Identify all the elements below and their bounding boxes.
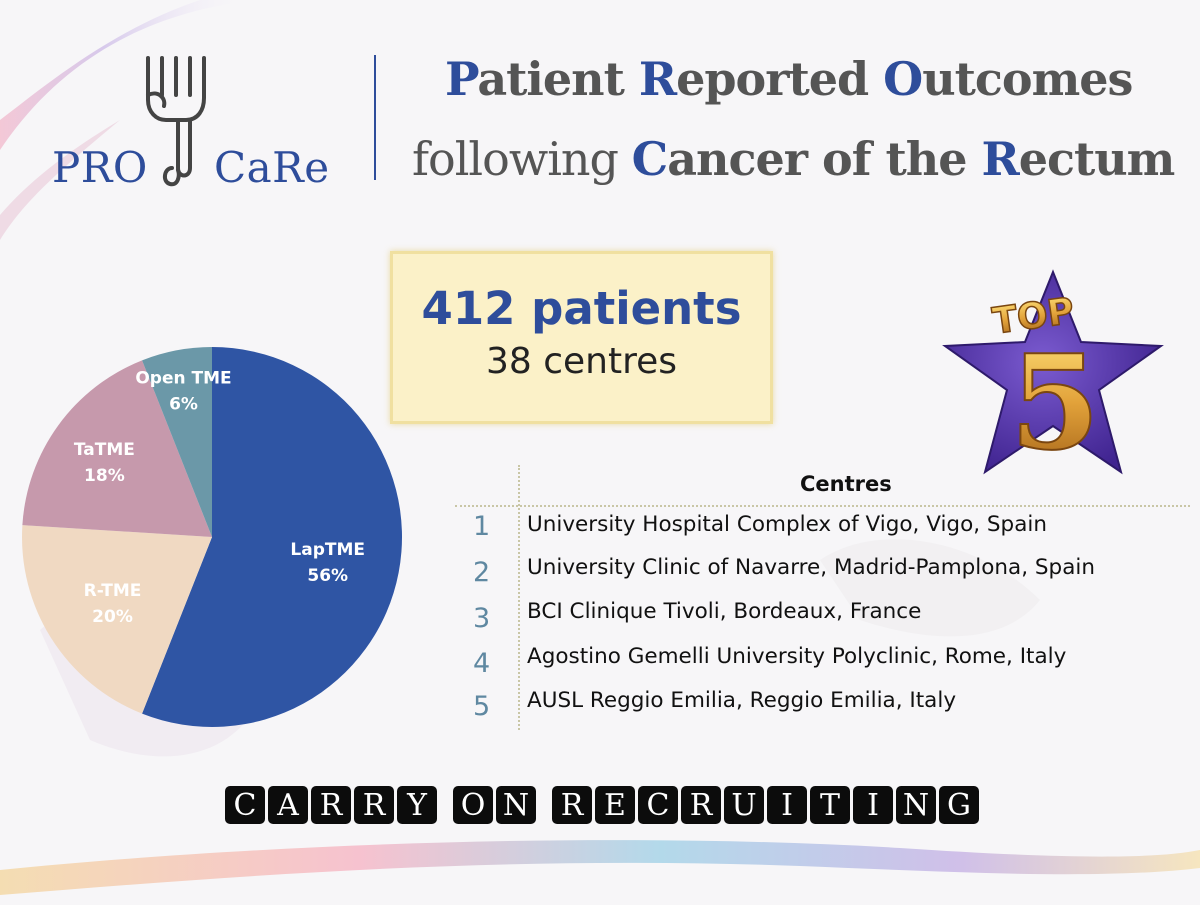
rank-number: 5	[473, 691, 491, 722]
pie-value-label: 56%	[307, 566, 348, 586]
title-segment: utcomes	[922, 52, 1133, 106]
banner-letter: U	[724, 786, 764, 824]
pie-label: Open TME	[135, 369, 231, 389]
banner-letter: Y	[397, 786, 437, 824]
pie-value-label: 20%	[92, 607, 133, 627]
banner-letter: E	[595, 786, 635, 824]
logo-text-care: CaRe	[214, 143, 330, 192]
centres-count: 38 centres	[485, 341, 678, 382]
top5-star-badge: TOP 5	[942, 269, 1164, 480]
title-segment: P	[445, 52, 478, 106]
banner-letter: N	[496, 786, 536, 824]
banner-letter: C	[225, 786, 265, 824]
table-divider-horizontal	[455, 505, 1190, 507]
pie-label: R-TME	[84, 581, 142, 601]
stats-box: 412 patients 38 centres	[390, 251, 773, 424]
title-line-2: following Cancer of the Rectum	[412, 132, 1176, 186]
pie-label: LapTME	[290, 540, 365, 560]
centre-name: Agostino Gemelli University Polyclinic, …	[527, 644, 1067, 669]
pie-value-label: 18%	[84, 466, 125, 486]
pie-label: TaTME	[74, 440, 135, 460]
pie-slice-open-tme	[142, 347, 212, 537]
pie-slice-laptme	[142, 347, 402, 727]
hand-icon	[146, 56, 206, 187]
banner-letter: R	[354, 786, 394, 824]
rank-number: 1	[473, 511, 491, 542]
banner-letter: R	[311, 786, 351, 824]
word-gap	[539, 786, 549, 824]
banner-letter: A	[268, 786, 308, 824]
rank-number: 4	[473, 648, 491, 679]
title-segment: atient	[477, 52, 639, 106]
rank-number: 2	[473, 557, 491, 588]
banner-letter: N	[896, 786, 936, 824]
table-divider-vertical	[518, 465, 520, 730]
banner-letter: I	[853, 786, 893, 824]
centre-name: University Hospital Complex of Vigo, Vig…	[527, 512, 1047, 537]
logo-divider	[374, 55, 376, 180]
title-segment: C	[631, 132, 669, 186]
banner-letter: C	[638, 786, 678, 824]
banner-letter: O	[453, 786, 493, 824]
table-header: Centres	[800, 472, 892, 496]
patients-count: 412 patients	[421, 282, 742, 335]
banner-letter: R	[681, 786, 721, 824]
title-line-1: Patient Reported Outcomes	[445, 52, 1133, 106]
title-segment: following	[412, 132, 632, 186]
centre-name: University Clinic of Navarre, Madrid-Pam…	[527, 555, 1095, 580]
banner-letter: R	[552, 786, 592, 824]
logo-text-pro: PRO	[52, 143, 148, 192]
title-segment: ancer of the	[667, 132, 982, 186]
title-segment: R	[638, 52, 677, 106]
pie-slice-r-tme	[22, 525, 212, 714]
title-segment: R	[981, 132, 1019, 186]
title-segment: O	[883, 52, 923, 106]
title-segment: ectum	[1018, 132, 1176, 186]
word-gap	[440, 786, 450, 824]
badge-number-text: 5	[1010, 326, 1100, 479]
centre-name: BCI Clinique Tivoli, Bordeaux, France	[527, 599, 922, 624]
centre-name: AUSL Reggio Emilia, Reggio Emilia, Italy	[527, 688, 957, 713]
banner-letter: T	[810, 786, 850, 824]
pie-slice-tatme	[22, 360, 212, 537]
title-segment: eported	[676, 52, 884, 106]
banner-letter: I	[767, 786, 807, 824]
banner-letter: G	[939, 786, 979, 824]
star-shape	[942, 269, 1164, 475]
rank-number: 3	[473, 603, 491, 634]
pie-value-label: 6%	[169, 395, 198, 415]
pie-chart: LapTME 56% R-TME 20% TaTME 18% Open TME 6%	[22, 347, 402, 727]
